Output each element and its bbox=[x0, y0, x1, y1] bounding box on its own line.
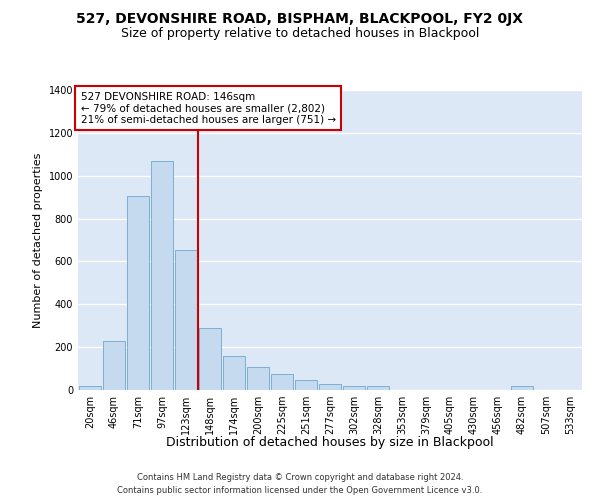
Y-axis label: Number of detached properties: Number of detached properties bbox=[33, 152, 43, 328]
Bar bbox=[367, 386, 389, 390]
Bar bbox=[127, 196, 149, 390]
Bar bbox=[247, 367, 269, 390]
Text: 527, DEVONSHIRE ROAD, BISPHAM, BLACKPOOL, FY2 0JX: 527, DEVONSHIRE ROAD, BISPHAM, BLACKPOOL… bbox=[77, 12, 523, 26]
Text: 527 DEVONSHIRE ROAD: 146sqm
← 79% of detached houses are smaller (2,802)
21% of : 527 DEVONSHIRE ROAD: 146sqm ← 79% of det… bbox=[80, 92, 335, 124]
Bar bbox=[103, 341, 125, 390]
Bar bbox=[175, 250, 197, 390]
Text: Contains HM Land Registry data © Crown copyright and database right 2024.
Contai: Contains HM Land Registry data © Crown c… bbox=[118, 474, 482, 495]
Bar bbox=[223, 356, 245, 390]
Bar bbox=[199, 328, 221, 390]
Bar bbox=[79, 386, 101, 390]
Bar bbox=[295, 380, 317, 390]
Bar bbox=[271, 374, 293, 390]
Bar bbox=[151, 160, 173, 390]
Text: Distribution of detached houses by size in Blackpool: Distribution of detached houses by size … bbox=[166, 436, 494, 449]
Bar bbox=[511, 386, 533, 390]
Text: Size of property relative to detached houses in Blackpool: Size of property relative to detached ho… bbox=[121, 28, 479, 40]
Bar bbox=[343, 386, 365, 390]
Bar bbox=[319, 384, 341, 390]
